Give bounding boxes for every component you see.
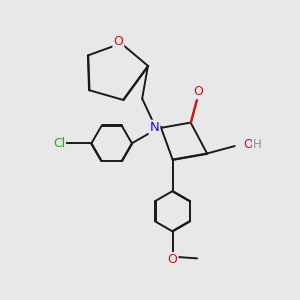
Text: Cl: Cl <box>53 137 65 150</box>
Text: N: N <box>150 121 159 134</box>
Text: H: H <box>253 138 262 151</box>
Text: OH: OH <box>244 138 263 151</box>
Text: O: O <box>194 85 203 98</box>
Text: O: O <box>168 253 178 266</box>
Text: O: O <box>113 35 123 48</box>
